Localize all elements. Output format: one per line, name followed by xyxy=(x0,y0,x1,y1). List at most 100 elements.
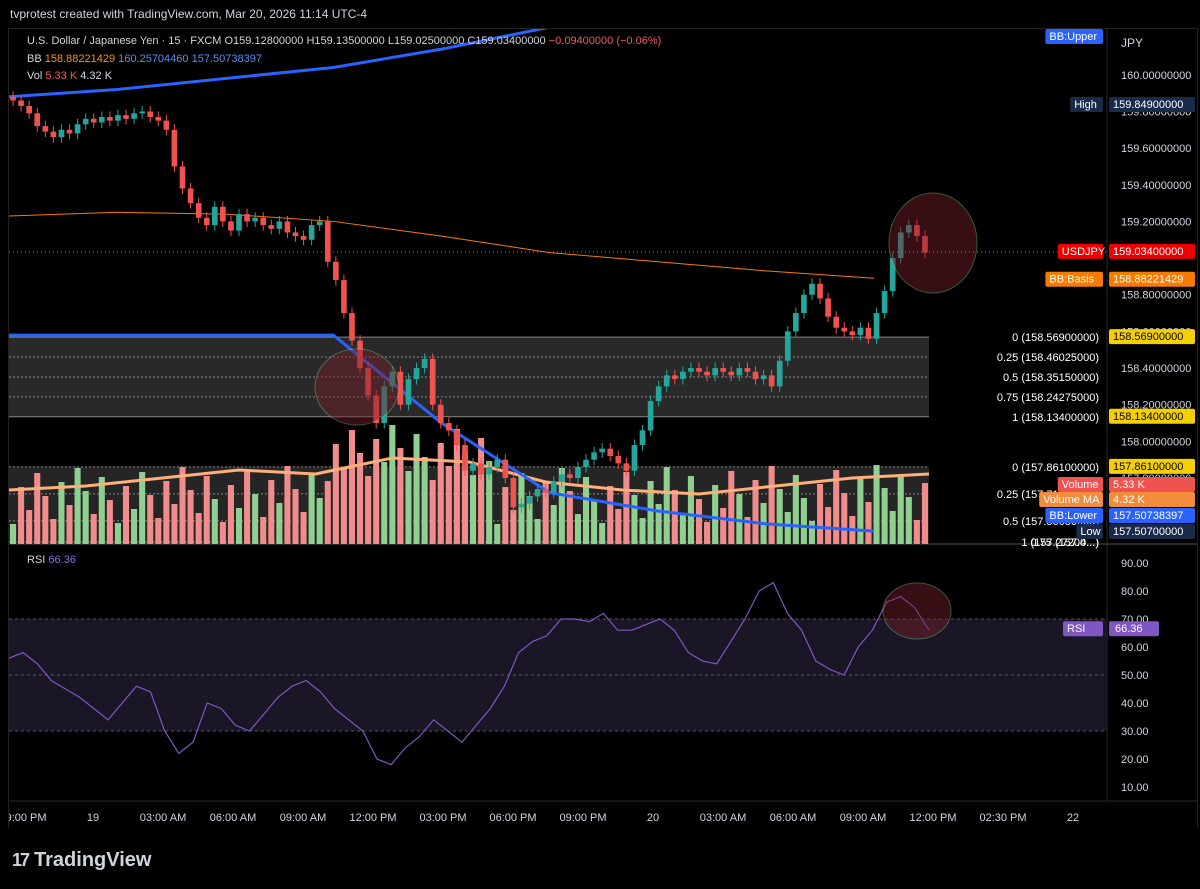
highlight-circle xyxy=(314,348,400,426)
price-name-label: BB:Basis xyxy=(1049,274,1094,286)
volume-bar xyxy=(42,496,49,544)
price-name-box xyxy=(1045,271,1103,287)
volume-bar xyxy=(542,482,549,544)
volume-bar xyxy=(461,452,468,544)
candle-body xyxy=(744,368,751,372)
bb-label: BB xyxy=(27,53,42,65)
price-tick-label: 158.80000000 xyxy=(1121,290,1191,302)
candle-body xyxy=(292,232,299,237)
volume-bar xyxy=(913,520,920,544)
candle-body xyxy=(74,124,81,134)
candle-body xyxy=(220,206,226,222)
volume-bar xyxy=(720,508,727,544)
candle-body xyxy=(163,120,170,130)
candle-body xyxy=(881,291,888,314)
volume-bar xyxy=(131,509,138,544)
volume-bar xyxy=(865,502,872,544)
candle-body xyxy=(704,371,710,376)
bb-upper-value: 160.25704460 xyxy=(118,53,189,65)
candle-body xyxy=(26,105,32,114)
volume-bar xyxy=(300,512,307,544)
volume-bar xyxy=(841,493,848,544)
fib-label-lower: 0 (157.86100000) xyxy=(1012,462,1099,474)
time-tick-label: 03:00 AM xyxy=(700,812,746,824)
candle-body xyxy=(841,327,848,332)
price-name-box xyxy=(1057,477,1103,492)
volume-bar xyxy=(704,522,711,544)
candle-body xyxy=(776,360,783,387)
candle-body xyxy=(268,225,275,229)
legend-ohlc: U.S. Dollar / Japanese Yen · 15 · FXCM O… xyxy=(27,35,661,47)
volume-bar xyxy=(776,489,783,544)
rsi-line xyxy=(9,581,930,766)
volume-bar xyxy=(171,504,178,544)
candle-body xyxy=(187,188,194,204)
volume-bar xyxy=(66,505,73,544)
candle-body xyxy=(599,448,605,453)
bb-basis-line xyxy=(9,211,875,279)
volume-bar xyxy=(615,509,622,544)
candle-body xyxy=(825,298,831,317)
time-tick-label: 20 xyxy=(647,812,659,824)
volume-bar xyxy=(203,476,210,544)
volume-bar xyxy=(10,524,17,544)
legend-symbol: U.S. Dollar / Japanese Yen · 15 · FXCM xyxy=(27,35,222,47)
volume-bar xyxy=(163,481,170,544)
candle-body xyxy=(244,214,250,222)
price-value-box xyxy=(1109,97,1195,112)
candle-body xyxy=(784,331,791,361)
volume-bar xyxy=(679,513,686,544)
volume-bar xyxy=(792,475,799,544)
candle-body xyxy=(889,258,896,292)
candle-body xyxy=(155,116,162,121)
candle-body xyxy=(550,481,557,493)
candle-body xyxy=(486,467,492,475)
candle-body xyxy=(478,463,484,475)
candle-body xyxy=(583,459,589,468)
price-name-label: Volume MA xyxy=(1043,494,1100,506)
price-value-box xyxy=(1109,524,1195,539)
candle-body xyxy=(510,478,517,508)
candle-body xyxy=(10,96,16,101)
volume-bar xyxy=(744,517,751,544)
candle-body xyxy=(607,448,614,457)
candle-body xyxy=(736,368,743,376)
volume-bar xyxy=(268,480,275,544)
volume-bar xyxy=(526,496,533,544)
vol-label: Vol xyxy=(27,70,43,82)
candle-body xyxy=(575,467,581,479)
candle-body xyxy=(115,115,121,121)
time-tick-label: 12:00 PM xyxy=(349,812,396,824)
price-name-label: Volume xyxy=(1062,479,1099,491)
volume-bar xyxy=(857,479,864,544)
chart-frame[interactable]: 0 (158.56900000) 0.25 (158.46025000) 0.5 (… xyxy=(8,28,1198,830)
volume-bar xyxy=(833,470,840,544)
candle-body xyxy=(760,375,767,380)
legend-open: O159.12800000 xyxy=(224,35,304,47)
volume-bar xyxy=(582,477,590,544)
bb-lower-line xyxy=(9,333,875,533)
candle-body xyxy=(228,221,234,231)
candle-body xyxy=(720,368,727,372)
candle-body xyxy=(494,459,501,468)
candle-body xyxy=(381,386,388,424)
volume-bar xyxy=(695,499,703,544)
volume-bar xyxy=(453,429,460,544)
candle-body xyxy=(107,116,113,121)
volume-bar xyxy=(558,468,565,544)
candle-body xyxy=(437,404,444,424)
price-value-label: 157.50738397 xyxy=(1113,510,1183,522)
volume-bar xyxy=(470,475,477,544)
volume-bar xyxy=(187,490,194,544)
candle-body xyxy=(324,221,331,262)
candle-body xyxy=(502,459,509,479)
candle-body xyxy=(147,111,154,117)
volume-bar xyxy=(421,457,428,544)
volume-bar xyxy=(752,480,759,544)
price-value-box xyxy=(1109,508,1195,523)
price-value-box xyxy=(1109,492,1195,507)
volume-bar xyxy=(655,504,662,544)
price-name-label: BB:Lower xyxy=(1049,510,1097,522)
chart-svg[interactable]: 0 (158.56900000) 0.25 (158.46025000) 0.5 (… xyxy=(9,29,1197,829)
volume-bar xyxy=(413,434,420,544)
